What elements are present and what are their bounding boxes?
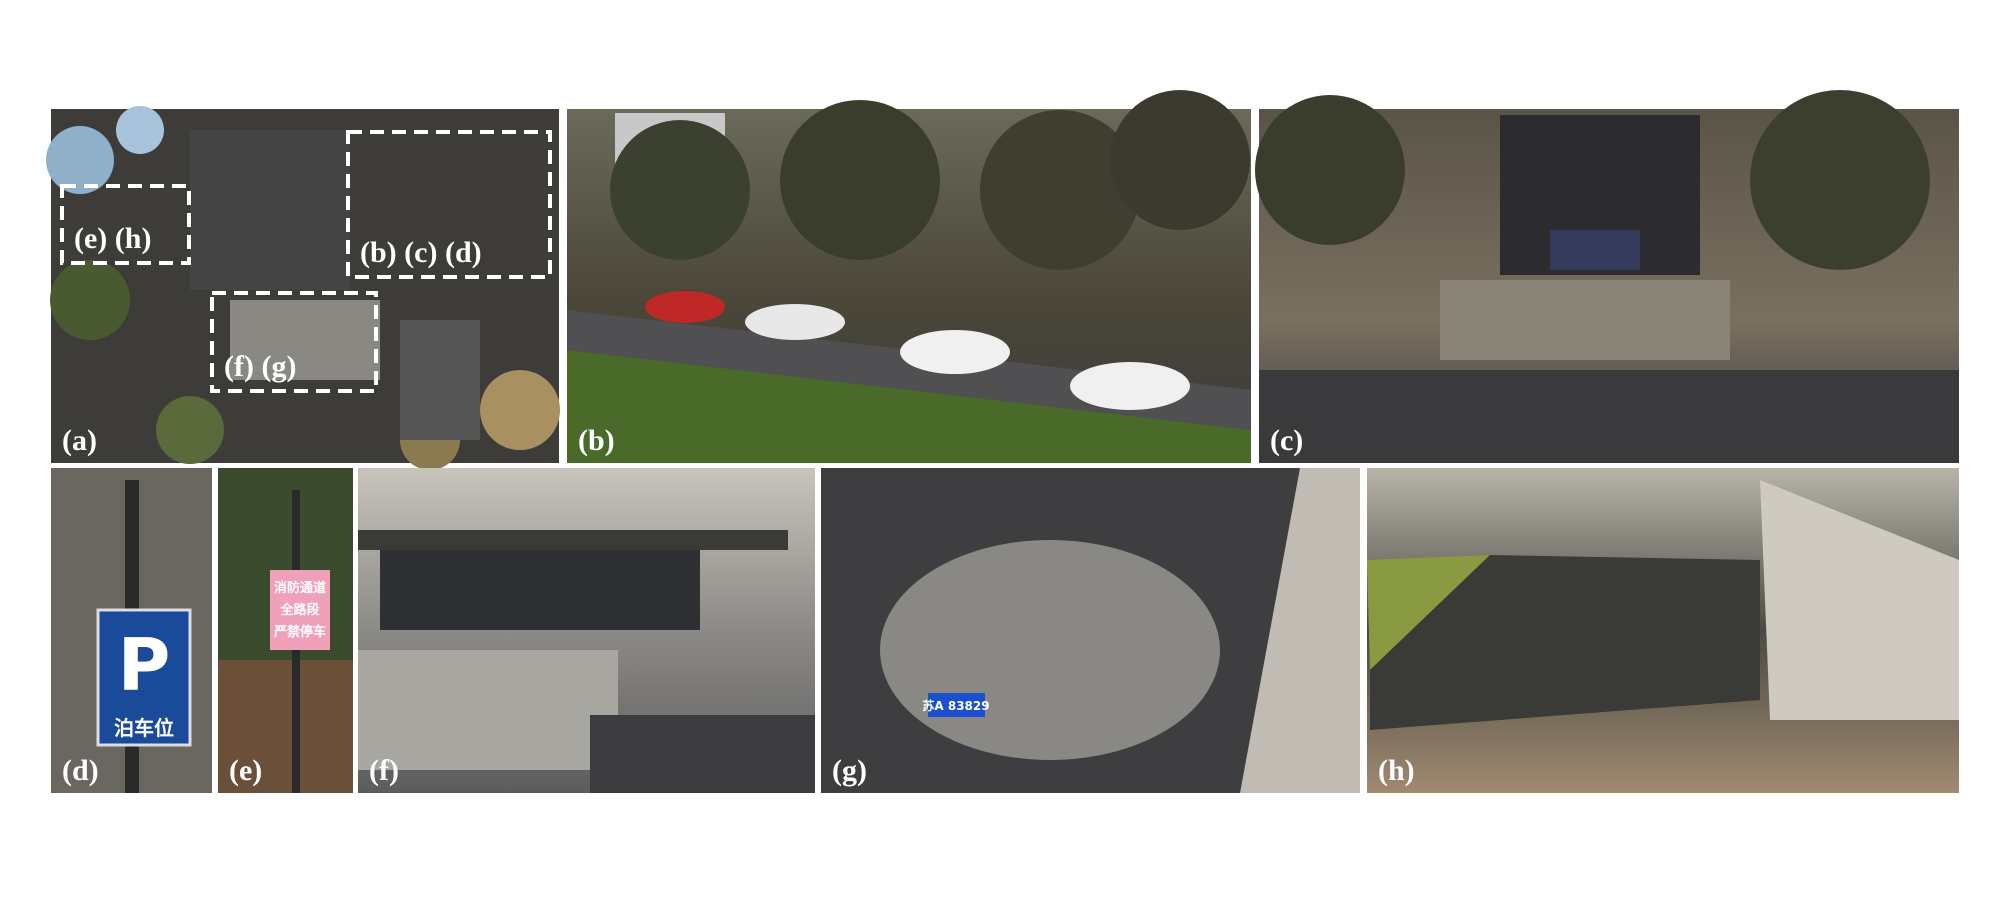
panel-e: 消防通道 全路段 严禁停车 (e) <box>218 468 353 793</box>
panel-d: P 泊车位 (d) <box>51 468 212 793</box>
panel-f: (f) <box>358 468 815 793</box>
panel-label: (a) <box>62 424 97 457</box>
box-label: (b) (c) (d) <box>360 236 482 269</box>
overview-box <box>210 291 378 393</box>
box-label: (e) (h) <box>74 222 151 255</box>
sign-text: 全路段 <box>279 602 319 618</box>
panel-c: (c) <box>1255 90 1959 463</box>
panel-label: (h) <box>1378 754 1415 787</box>
panel-g: 苏A 83829 (g) <box>821 468 1360 793</box>
sign-text: 严禁停车 <box>273 624 326 640</box>
panel-label: (c) <box>1270 424 1303 457</box>
panel-label: (g) <box>832 754 867 787</box>
svg-text:P: P <box>118 623 171 707</box>
panel-label: (b) <box>578 424 615 457</box>
panel-a: (e) (h) (b) (c) (d) (f) (g) (a) <box>46 106 560 470</box>
panel-label: (f) <box>369 754 399 787</box>
box-label: (f) (g) <box>224 350 296 383</box>
panel-h: (h) <box>1367 468 1959 793</box>
panel-label: (d) <box>62 754 99 787</box>
overview-box <box>346 130 552 279</box>
plate-text: 苏A 83829 <box>922 698 989 713</box>
sign-text: 消防通道 <box>274 580 326 596</box>
overview-box <box>60 184 191 265</box>
sign-text: 泊车位 <box>114 716 174 740</box>
panel-label: (e) <box>229 754 262 787</box>
panel-b: (b) <box>567 90 1251 463</box>
